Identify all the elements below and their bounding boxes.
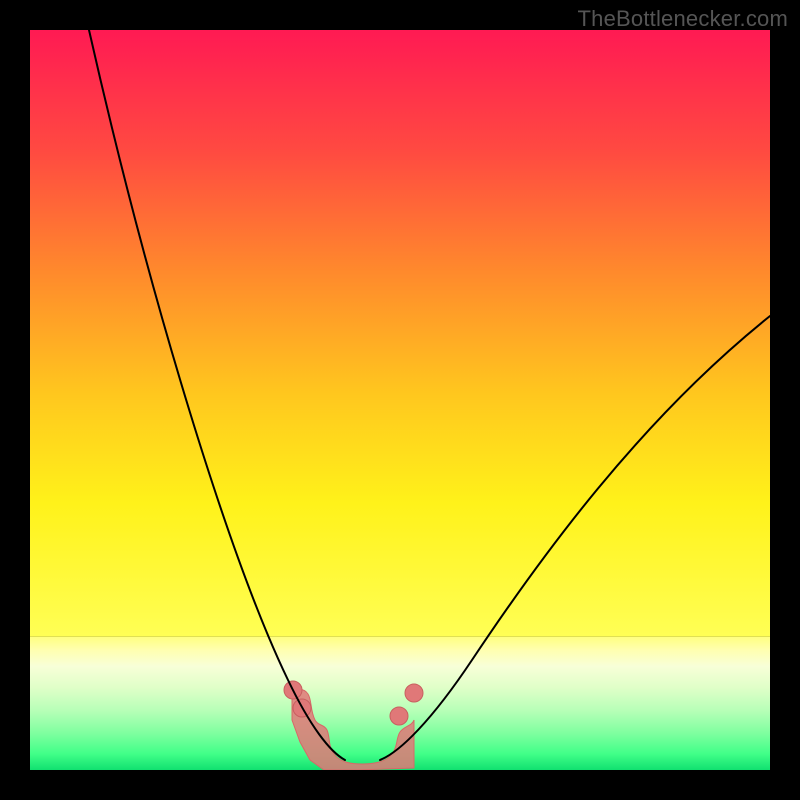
marker-dot [405,684,423,702]
watermark-text: TheBottlenecker.com [578,6,788,32]
marker-dot [390,707,408,725]
gradient-upper [30,30,770,637]
chart-svg [0,0,800,800]
chart-container: TheBottlenecker.com [0,0,800,800]
